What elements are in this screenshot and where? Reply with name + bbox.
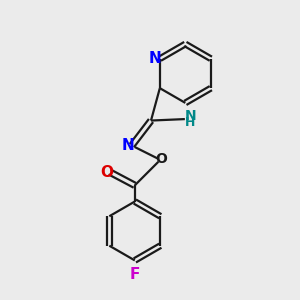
Text: F: F xyxy=(130,267,140,282)
Text: O: O xyxy=(155,152,167,166)
Text: H: H xyxy=(185,116,195,129)
Text: O: O xyxy=(100,165,113,180)
Text: N: N xyxy=(149,51,162,66)
Text: N: N xyxy=(184,109,196,122)
Text: N: N xyxy=(122,138,135,153)
